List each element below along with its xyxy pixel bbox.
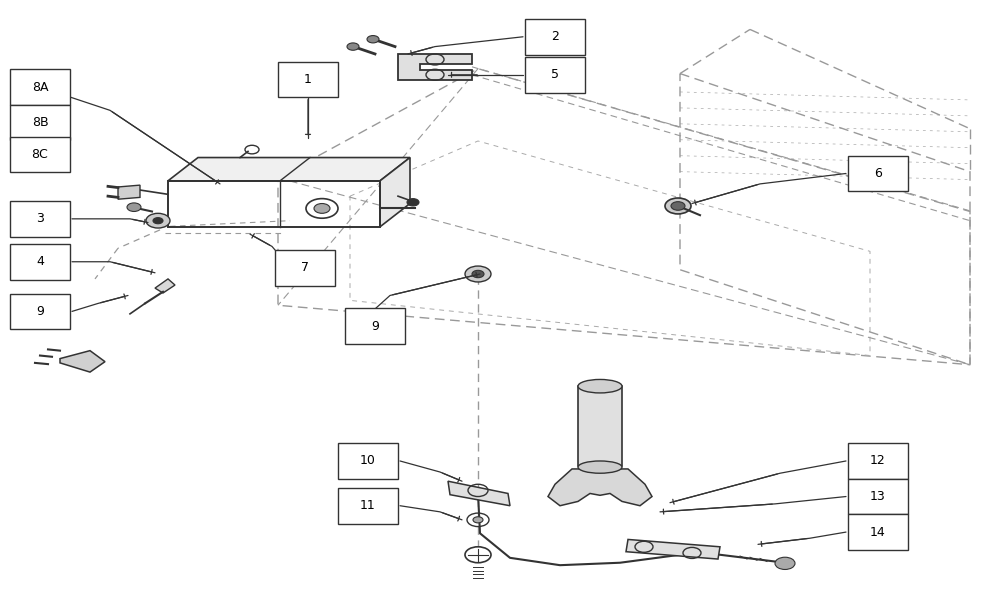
Polygon shape xyxy=(398,54,472,80)
Polygon shape xyxy=(380,158,410,227)
Text: 4: 4 xyxy=(36,255,44,268)
Text: 8A: 8A xyxy=(32,80,48,94)
Polygon shape xyxy=(60,351,105,372)
Circle shape xyxy=(127,203,141,211)
Text: 13: 13 xyxy=(870,490,886,503)
Bar xyxy=(848,156,908,191)
Circle shape xyxy=(775,557,795,569)
Bar xyxy=(278,62,338,97)
Circle shape xyxy=(367,36,379,43)
Bar xyxy=(10,105,70,140)
Bar xyxy=(10,294,70,329)
Text: 10: 10 xyxy=(360,454,376,468)
Circle shape xyxy=(314,204,330,213)
Text: 12: 12 xyxy=(870,454,886,468)
Bar xyxy=(275,250,335,286)
Text: 5: 5 xyxy=(551,68,559,82)
Text: 1: 1 xyxy=(304,73,312,86)
Ellipse shape xyxy=(578,379,622,393)
Circle shape xyxy=(465,266,491,282)
Bar xyxy=(525,57,585,93)
Circle shape xyxy=(146,213,170,228)
Text: 8B: 8B xyxy=(32,116,48,129)
Bar xyxy=(848,514,908,550)
Bar xyxy=(338,488,398,524)
Bar xyxy=(338,443,398,479)
Bar xyxy=(10,244,70,280)
Circle shape xyxy=(153,218,163,224)
Bar xyxy=(10,201,70,237)
Circle shape xyxy=(665,198,691,214)
Text: 14: 14 xyxy=(870,525,886,539)
Circle shape xyxy=(347,43,359,50)
Circle shape xyxy=(671,202,685,210)
Circle shape xyxy=(472,270,484,278)
Bar xyxy=(10,69,70,105)
Circle shape xyxy=(407,199,419,206)
Polygon shape xyxy=(118,185,140,199)
Text: 6: 6 xyxy=(874,167,882,180)
Polygon shape xyxy=(448,481,510,506)
Text: 7: 7 xyxy=(301,261,309,275)
Polygon shape xyxy=(155,279,175,293)
Text: 11: 11 xyxy=(360,499,376,512)
Text: 8C: 8C xyxy=(32,148,48,161)
Polygon shape xyxy=(578,386,622,475)
Bar xyxy=(10,137,70,172)
Text: 2: 2 xyxy=(551,30,559,44)
Polygon shape xyxy=(626,539,720,559)
Bar xyxy=(525,19,585,55)
Bar xyxy=(848,479,908,514)
Text: 9: 9 xyxy=(371,319,379,333)
Bar xyxy=(345,308,405,344)
Polygon shape xyxy=(548,469,652,506)
Bar xyxy=(848,443,908,479)
Circle shape xyxy=(473,517,483,523)
Ellipse shape xyxy=(578,461,622,473)
Polygon shape xyxy=(168,158,410,181)
Text: 3: 3 xyxy=(36,212,44,226)
Text: 9: 9 xyxy=(36,305,44,318)
